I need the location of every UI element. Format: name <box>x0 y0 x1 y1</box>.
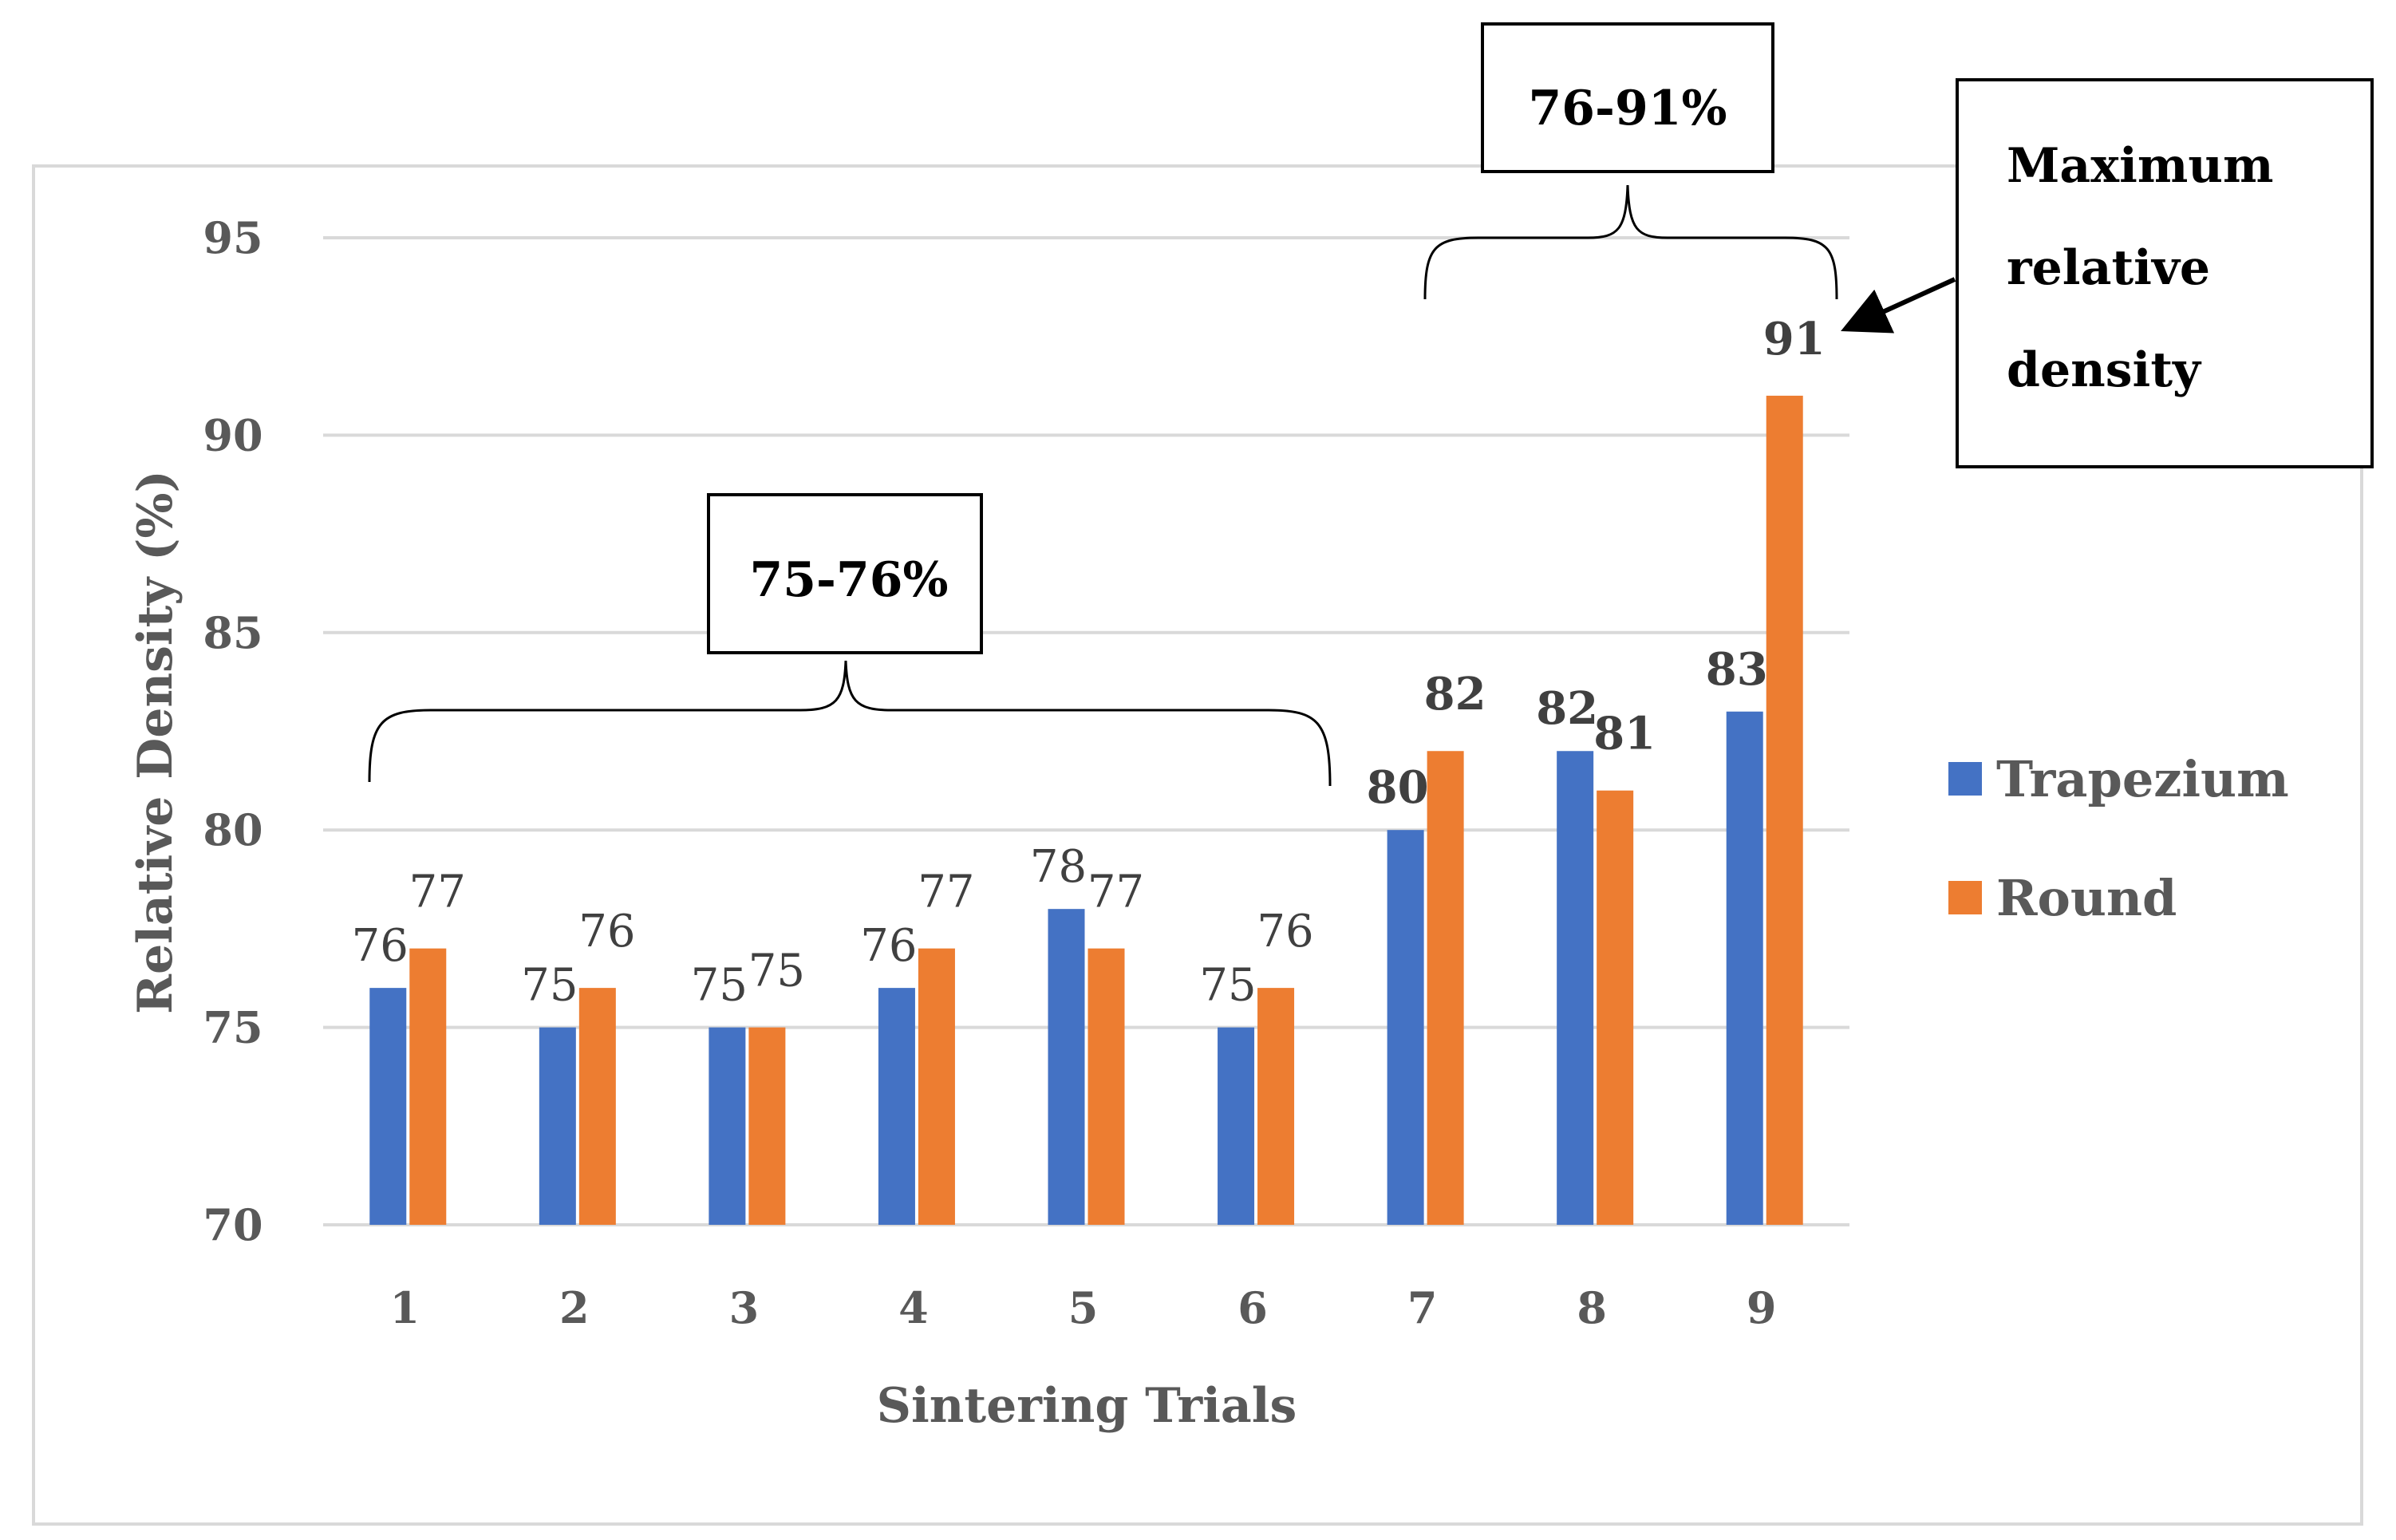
annotation-range-high: 76-91% <box>1423 22 1838 300</box>
y-tick-label-80: 80 <box>203 804 262 855</box>
y-tick-label-90: 90 <box>203 409 262 460</box>
x-tick-label-2: 2 <box>559 1282 590 1333</box>
x-tick-label-6: 6 <box>1237 1282 1268 1333</box>
y-tick-label-95: 95 <box>203 212 262 263</box>
annotation-text-low: 75-76% <box>750 552 949 608</box>
data-label-round-9: 91 <box>1763 313 1826 365</box>
bar-round-1 <box>409 948 447 1225</box>
legend: Trapezium Round <box>1948 750 2289 927</box>
bars <box>369 395 1803 1225</box>
annotation-text-high: 76-91% <box>1529 81 1727 136</box>
x-axis-title: Sintering Trials <box>877 1378 1297 1434</box>
data-label-trapezium-2: 75 <box>521 960 578 1012</box>
data-label-round-3: 75 <box>748 946 805 997</box>
x-tick-label-4: 4 <box>898 1282 929 1333</box>
data-label-trapezium-7: 80 <box>1367 761 1429 814</box>
annotation-box-high <box>1481 22 1774 173</box>
x-axis-ticks: 1 2 3 4 5 6 7 8 9 <box>389 1282 1776 1333</box>
bar-round-2 <box>578 988 616 1225</box>
annotation-box-maximum <box>1956 78 2374 468</box>
data-label-trapezium-5: 78 <box>1030 841 1087 893</box>
data-label-round-2: 76 <box>578 906 635 958</box>
annotation-arrow <box>1841 277 1956 334</box>
data-label-round-6: 76 <box>1257 906 1313 958</box>
annotation-maximum: Maximum relative density <box>1841 78 2374 468</box>
y-axis-title: Relative Density (%) <box>128 470 184 1014</box>
bar-trapezium-9 <box>1726 711 1763 1225</box>
annotation-range-low: 75-76% <box>368 493 1332 787</box>
x-tick-label-5: 5 <box>1068 1282 1099 1333</box>
bar-trapezium-1 <box>369 988 407 1225</box>
bar-trapezium-4 <box>878 988 915 1225</box>
legend-label-trapezium: Trapezium <box>1996 750 2289 808</box>
annotation-text-maximum-line1: Maximum <box>2007 138 2273 194</box>
data-label-trapezium-3: 75 <box>691 960 748 1012</box>
bar-trapezium-6 <box>1218 1027 1255 1225</box>
x-tick-label-7: 7 <box>1407 1282 1438 1333</box>
x-tick-label-9: 9 <box>1747 1282 1777 1333</box>
annotation-text-maximum-line3: density <box>2007 342 2202 398</box>
bar-round-6 <box>1257 988 1295 1225</box>
data-label-trapezium-6: 75 <box>1199 960 1256 1012</box>
bar-round-5 <box>1087 948 1125 1225</box>
bar-round-7 <box>1427 751 1464 1225</box>
data-label-round-5: 77 <box>1087 867 1144 918</box>
x-tick-label-3: 3 <box>729 1282 760 1333</box>
bar-round-4 <box>918 948 955 1225</box>
bar-round-9 <box>1766 395 1803 1225</box>
bar-round-3 <box>748 1027 786 1225</box>
legend-swatch-round <box>1948 881 1982 914</box>
y-tick-label-85: 85 <box>203 607 262 658</box>
x-tick-label-8: 8 <box>1577 1282 1607 1333</box>
data-label-round-1: 77 <box>409 867 466 918</box>
bar-round-8 <box>1597 790 1634 1225</box>
gridlines <box>323 236 1849 1226</box>
bar-trapezium-8 <box>1557 751 1594 1225</box>
legend-label-round: Round <box>1996 869 2177 927</box>
y-tick-label-70: 70 <box>203 1199 262 1250</box>
y-axis-ticks: 70 75 80 85 90 95 <box>203 212 262 1250</box>
data-label-trapezium-8: 82 <box>1536 682 1598 735</box>
bar-trapezium-5 <box>1048 909 1085 1225</box>
data-label-round-8: 81 <box>1593 708 1656 760</box>
legend-swatch-trapezium <box>1948 762 1982 796</box>
x-tick-label-1: 1 <box>389 1282 420 1333</box>
annotation-box-low <box>707 493 983 654</box>
data-label-trapezium-4: 76 <box>860 920 917 972</box>
brace-high <box>1423 184 1838 300</box>
y-tick-label-75: 75 <box>203 1002 262 1053</box>
chart-frame <box>32 164 2363 1526</box>
data-label-trapezium-1: 76 <box>352 920 409 972</box>
data-label-round-4: 77 <box>918 867 974 918</box>
annotation-text-maximum-line2: relative <box>2007 240 2210 296</box>
bar-trapezium-3 <box>709 1027 746 1225</box>
data-label-round-7: 82 <box>1424 668 1486 721</box>
bar-trapezium-2 <box>539 1027 576 1225</box>
brace-low <box>368 660 1332 787</box>
data-label-trapezium-9: 83 <box>1706 643 1768 696</box>
bar-trapezium-7 <box>1387 830 1424 1225</box>
